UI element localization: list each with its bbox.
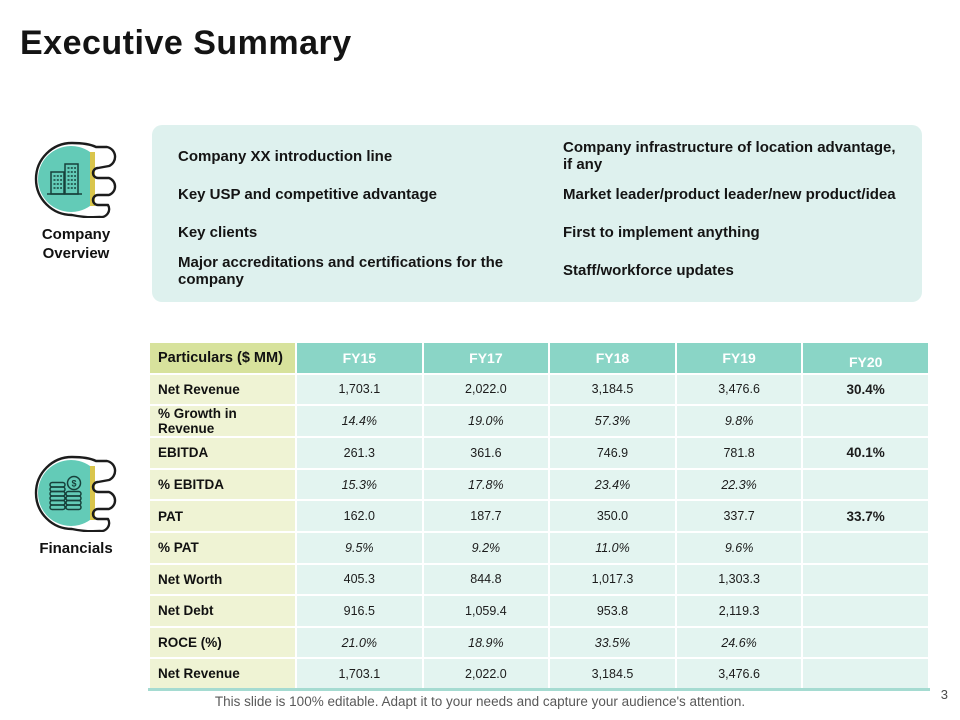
cell-fy19-row0: 3,476.6 [674, 372, 804, 407]
row-label: Net Debt [148, 594, 297, 628]
cell-fy20-row1 [801, 404, 930, 439]
overview-point: Key clients [178, 224, 258, 241]
financials-section: $ Financials [14, 452, 138, 559]
cell-fy15-row7: 916.5 [295, 594, 424, 628]
row-label: Net Revenue [148, 657, 297, 692]
company-overview-label: Company Overview [41, 226, 111, 262]
cell-fy18-row0: 3,184.5 [548, 372, 677, 407]
cell-fy17-row7: 1,059.4 [421, 594, 551, 628]
overview-point: Staff/workforce updates [563, 262, 734, 280]
table-row: Net Revenue 1,703.1 2,022.0 3,184.5 3,476.6 [148, 657, 930, 692]
cell-fy19-row5: 9.6% [674, 530, 804, 565]
cell-fy19-row2: 781.8 [674, 436, 804, 470]
table-row: ROCE (%) 21.0% 18.9% 33.5% 24.6% [148, 625, 930, 660]
cell-fy17-row3: 17.8% [421, 467, 551, 502]
financials-table-body: Net Revenue 1,703.1 2,022.0 3,184.5 3,476.6 3… [148, 372, 930, 692]
cell-fy15-row6: 405.3 [295, 562, 424, 597]
page-title: Executive Summary [20, 24, 352, 62]
cell-fy18-row8: 33.5% [548, 625, 677, 660]
table-row: % Growth in Revenue 14.4% 19.0% 57.3% 9.8% [148, 404, 930, 439]
cell-fy20-row6 [801, 562, 930, 597]
cell-fy20-row5 [801, 530, 930, 565]
table-row: EBITDA 261.3 361.6 746.9 781.8 40.1% [148, 436, 930, 470]
cell-fy17-row1: 19.0% [421, 404, 551, 439]
cell-fy20-row8 [801, 625, 930, 660]
table-row: PAT 162.0 187.7 350.0 337.7 33.7% [148, 499, 930, 533]
cell-fy20-row7 [801, 594, 930, 628]
cell-fy18-row3: 23.4% [548, 467, 677, 502]
buildings-icon [34, 141, 117, 218]
cell-fy18-row5: 11.0% [548, 530, 677, 565]
cell-fy15-row4: 162.0 [295, 499, 424, 533]
overview-point: First to implement anything [563, 224, 760, 241]
cell-fy15-row9: 1,703.1 [295, 657, 424, 692]
cell-fy15-row2: 261.3 [295, 436, 424, 470]
header-fy18: FY18 [548, 341, 677, 375]
cell-fy19-row1: 9.8% [674, 404, 804, 439]
header-fy17: FY17 [421, 341, 551, 375]
table-header-row: Particulars ($ MM) FY15 FY17 FY18 FY19 F… [148, 341, 930, 375]
cell-fy15-row8: 21.0% [295, 625, 424, 660]
overview-point: Market leader/product leader/new product… [563, 185, 896, 203]
cell-fy18-row4: 350.0 [548, 499, 677, 533]
row-label: ROCE (%) [148, 625, 297, 660]
cell-fy17-row0: 2,022.0 [421, 372, 551, 407]
row-label: % EBITDA [148, 467, 297, 502]
header-fy19: FY19 [674, 341, 804, 375]
header-fy20: FY20 [801, 341, 930, 375]
cell-fy18-row1: 57.3% [548, 404, 677, 439]
overview-point: Company XX introduction line [178, 147, 393, 165]
cell-fy15-row3: 15.3% [295, 467, 424, 502]
cell-fy20-row3 [801, 467, 930, 502]
cell-fy18-row2: 746.9 [548, 436, 677, 470]
cell-fy20-row0: 30.4% [801, 372, 930, 407]
footer-note: This slide is 100% editable. Adapt it to… [214, 694, 746, 709]
cell-fy17-row9: 2,022.0 [421, 657, 551, 692]
financials-table: Particulars ($ MM) FY15 FY17 FY18 FY19 F… [148, 341, 930, 692]
table-row: Net Worth 405.3 844.8 1,017.3 1,303.3 [148, 562, 930, 597]
cell-fy20-row2: 40.1% [801, 436, 930, 470]
cell-fy18-row6: 1,017.3 [548, 562, 677, 597]
cell-fy19-row9: 3,476.6 [674, 657, 804, 692]
cell-fy19-row7: 2,119.3 [674, 594, 804, 628]
svg-text:$: $ [71, 479, 76, 489]
overview-point: Company infrastructure of location advan… [563, 138, 896, 174]
row-label: % Growth in Revenue [148, 404, 297, 439]
cell-fy17-row2: 361.6 [421, 436, 551, 470]
cell-fy17-row6: 844.8 [421, 562, 551, 597]
cell-fy17-row5: 9.2% [421, 530, 551, 565]
cell-fy20-row9 [801, 657, 930, 692]
table-row: % PAT 9.5% 9.2% 11.0% 9.6% [148, 530, 930, 565]
row-label: Net Revenue [148, 372, 297, 407]
cell-fy19-row8: 24.6% [674, 625, 804, 660]
row-label: % PAT [148, 530, 297, 565]
cell-fy19-row4: 337.7 [674, 499, 804, 533]
cell-fy15-row5: 9.5% [295, 530, 424, 565]
cell-fy19-row6: 1,303.3 [674, 562, 804, 597]
overview-point: Key USP and competitive advantage [178, 185, 437, 203]
cell-fy17-row8: 18.9% [421, 625, 551, 660]
table-row: Net Revenue 1,703.1 2,022.0 3,184.5 3,476.6 3… [148, 372, 930, 407]
coins-icon: $ [34, 455, 117, 532]
cell-fy19-row3: 22.3% [674, 467, 804, 502]
cell-fy18-row9: 3,184.5 [548, 657, 677, 692]
financials-label: Financials [39, 540, 113, 557]
cell-fy15-row0: 1,703.1 [295, 372, 424, 407]
page-number: 3 [940, 687, 948, 702]
cell-fy20-row4: 33.7% [801, 499, 930, 533]
cell-fy17-row4: 187.7 [421, 499, 551, 533]
header-particulars: Particulars ($ MM) [148, 341, 297, 375]
company-overview-box: Company XX introduction line Key USP and … [152, 125, 922, 302]
row-label: EBITDA [148, 436, 297, 470]
row-label: Net Worth [148, 562, 297, 597]
company-overview-section: Company Overview [14, 138, 138, 264]
table-row: Net Debt 916.5 1,059.4 953.8 2,119.3 [148, 594, 930, 628]
table-row: % EBITDA 15.3% 17.8% 23.4% 22.3% [148, 467, 930, 502]
cell-fy18-row7: 953.8 [548, 594, 677, 628]
row-label: PAT [148, 499, 297, 533]
header-fy15: FY15 [295, 341, 424, 375]
cell-fy15-row1: 14.4% [295, 404, 424, 439]
overview-point: Major accreditations and certifications … [178, 253, 504, 288]
